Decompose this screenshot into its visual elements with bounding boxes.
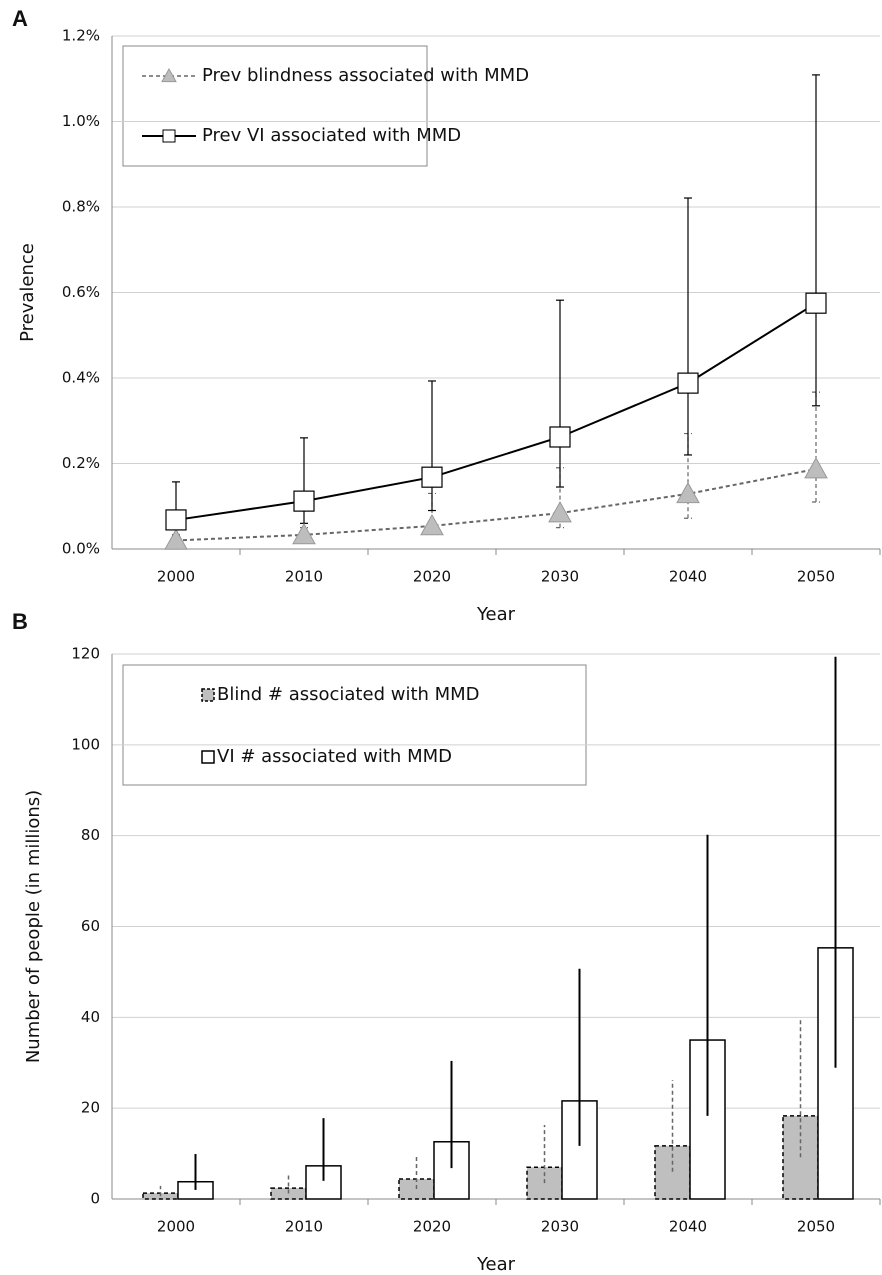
legend-label: VI # associated with MMD xyxy=(217,746,452,767)
x-tick-label: 2040 xyxy=(669,568,707,586)
bar xyxy=(526,1166,563,1200)
y-tick-label: 100 xyxy=(71,735,100,753)
marker xyxy=(292,522,316,545)
x-tick-label: 2040 xyxy=(669,1218,707,1236)
x-tick-label: 2000 xyxy=(157,1218,195,1236)
error-bar xyxy=(812,74,820,407)
y-tick-label: 20 xyxy=(81,1099,100,1117)
y-tick-label: 0.8% xyxy=(62,198,100,216)
x-tick-label: 2010 xyxy=(285,568,323,586)
marker xyxy=(293,490,315,512)
x-axis-label: Year xyxy=(476,604,516,625)
marker xyxy=(677,372,699,394)
x-tick-label: 2030 xyxy=(541,1218,579,1236)
series-line xyxy=(175,468,817,542)
legend-marker xyxy=(162,129,176,143)
y-tick-label: 80 xyxy=(81,826,100,844)
x-tick-label: 2050 xyxy=(797,568,835,586)
legend-box xyxy=(122,45,428,167)
error-bar xyxy=(812,391,820,503)
marker xyxy=(164,528,188,550)
x-tick-label: 2010 xyxy=(285,1218,323,1236)
x-tick-label: 2030 xyxy=(541,568,579,586)
y-tick-label: 0.0% xyxy=(62,540,100,558)
error-bar xyxy=(556,299,564,488)
marker xyxy=(804,457,828,479)
y-tick-label: 0 xyxy=(90,1190,100,1208)
marker xyxy=(548,501,572,523)
x-tick-label: 2000 xyxy=(157,568,195,586)
y-tick-label: 1.2% xyxy=(62,27,100,45)
x-tick-label: 2020 xyxy=(413,568,451,586)
panel-label: A xyxy=(12,6,28,31)
y-axis-label: Number of people (in millions) xyxy=(23,790,44,1063)
y-tick-label: 0.4% xyxy=(62,369,100,387)
y-tick-label: 60 xyxy=(81,917,100,935)
legend-box xyxy=(122,664,587,786)
y-tick-label: 0.6% xyxy=(62,283,100,301)
error-bar xyxy=(428,380,436,512)
y-axis-label: Prevalence xyxy=(17,243,38,342)
x-axis-label: Year xyxy=(476,1254,516,1275)
bar xyxy=(782,1115,819,1200)
marker xyxy=(805,292,827,314)
x-tick-label: 2050 xyxy=(797,1218,835,1236)
legend-marker xyxy=(161,67,177,83)
legend-label: Blind # associated with MMD xyxy=(217,684,480,705)
legend-label: Prev blindness associated with MMD xyxy=(202,65,529,86)
y-tick-label: 40 xyxy=(81,1008,100,1026)
x-tick-label: 2020 xyxy=(413,1218,451,1236)
y-tick-label: 0.2% xyxy=(62,454,100,472)
series-line xyxy=(175,302,817,521)
marker xyxy=(421,466,443,488)
y-tick-label: 1.0% xyxy=(62,112,100,130)
error-bar xyxy=(684,197,692,456)
panel-label: B xyxy=(12,609,28,634)
legend-marker xyxy=(201,750,215,764)
y-tick-label: 120 xyxy=(71,645,100,663)
marker xyxy=(165,509,187,531)
marker xyxy=(420,513,444,536)
legend-marker xyxy=(201,688,215,702)
legend-label: Prev VI associated with MMD xyxy=(202,125,461,146)
marker xyxy=(676,481,700,504)
marker xyxy=(549,426,571,448)
